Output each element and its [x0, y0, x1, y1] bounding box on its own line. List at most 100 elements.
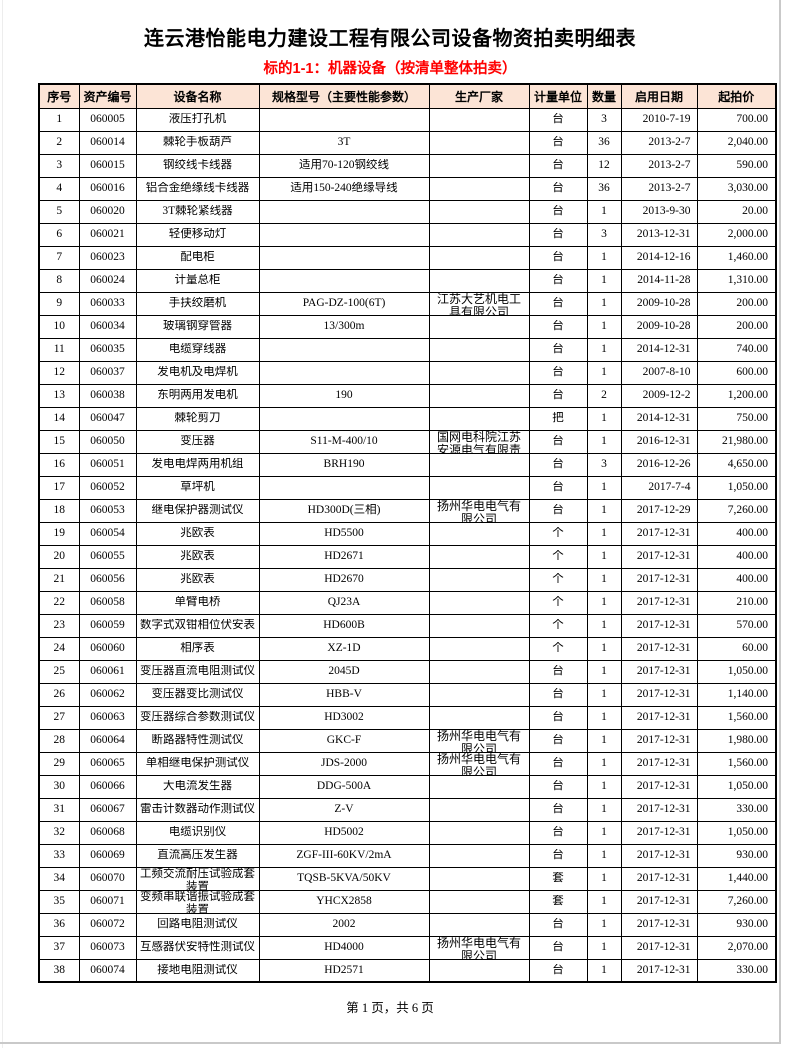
cell-qty: 1 [586, 521, 622, 546]
cell-no: 3 [38, 153, 80, 178]
table-row: 34 060070 工频交流耐压试验成套装置 TQSB-5KVA/50KV 套 1 2017… [38, 866, 777, 891]
cell-name: 钢绞线卡线器 [135, 153, 260, 178]
table-row: 4 060016 铝合金绝缘线卡线器 适用150-240绝缘导线 台 36 2013-2-7… [38, 176, 777, 201]
cell-spec: 3T [258, 130, 430, 155]
cell-date: 2017-12-31 [620, 728, 698, 753]
cell-name: 3T棘轮紧线器 [135, 199, 260, 224]
cell-price: 200.00 [696, 314, 777, 339]
cell-no: 21 [38, 567, 80, 592]
table-row: 28 060064 断路器特性测试仪 GKC-F 扬州华电电气有限公司台 1 2017-12… [38, 728, 777, 753]
cell-no: 29 [38, 751, 80, 776]
cell-name: 草坪机 [135, 475, 260, 500]
table-row: 8 060024 计量总柜 台 1 2014-11-28 1,310.00 [38, 268, 777, 293]
cell-asset: 060066 [78, 774, 137, 799]
auction-table: 序号 资产编号 设备名称 规格型号（主要性能参数） 生产厂家 计量单位 数量 启用日期 起拍价 … [38, 83, 777, 983]
cell-date: 2013-2-7 [620, 130, 698, 155]
cell-date: 2017-12-31 [620, 889, 698, 914]
table-row: 20 060055 兆欧表 HD2671 个 1 2017-12-31 400.00 [38, 544, 777, 569]
cell-unit: 台 [528, 774, 588, 799]
table-header-row: 序号 资产编号 设备名称 规格型号（主要性能参数） 生产厂家 计量单位 数量 启用日期 起拍价 [38, 83, 777, 109]
cell-unit: 台 [528, 751, 588, 776]
table-row: 11 060035 电缆穿线器 台 1 2014-12-31 740.00 [38, 337, 777, 362]
cell-unit: 台 [528, 199, 588, 224]
cell-qty: 1 [586, 360, 622, 385]
cell-spec: 190 [258, 383, 430, 408]
cell-qty: 1 [586, 728, 622, 753]
table-row: 1 060005 液压打孔机 台 3 2010-7-19 700.00 [38, 107, 777, 132]
cell-spec: XZ-1D [258, 636, 430, 661]
cell-qty: 3 [586, 222, 622, 247]
cell-unit: 台 [528, 958, 588, 983]
cell-qty: 1 [586, 705, 622, 730]
cell-no: 15 [38, 429, 80, 454]
cell-price: 3,030.00 [696, 176, 777, 201]
cell-price: 750.00 [696, 406, 777, 431]
cell-price: 1,200.00 [696, 383, 777, 408]
table-row: 23 060059 数字式双钳相位伏安表 HD600B 个 1 2017-12-31 570.… [38, 613, 777, 638]
cell-spec [258, 406, 430, 431]
cell-unit: 个 [528, 613, 588, 638]
table-row: 9 060033 手扶绞磨机 PAG-DZ-100(6T) 江苏大艺机电工具有限公司台 1… [38, 291, 777, 316]
cell-mfr: 江苏大艺机电工具有限公司 [428, 291, 530, 316]
cell-date: 2013-2-7 [620, 176, 698, 201]
cell-qty: 1 [586, 843, 622, 868]
cell-price: 400.00 [696, 544, 777, 569]
cell-spec: HD2671 [258, 544, 430, 569]
cell-date: 2017-12-31 [620, 958, 698, 983]
cell-date: 2014-11-28 [620, 268, 698, 293]
cell-mfr [428, 797, 530, 822]
table-row: 12 060037 发电机及电焊机 台 1 2007-8-10 600.00 [38, 360, 777, 385]
cell-date: 2014-12-16 [620, 245, 698, 270]
cell-name: 发电机及电焊机 [135, 360, 260, 385]
cell-date: 2017-12-31 [620, 659, 698, 684]
cell-mfr [428, 337, 530, 362]
column-header: 启用日期 [620, 83, 698, 109]
cell-date: 2017-7-4 [620, 475, 698, 500]
cell-price: 570.00 [696, 613, 777, 638]
cell-unit: 台 [528, 337, 588, 362]
cell-mfr [428, 820, 530, 845]
cell-qty: 2 [586, 383, 622, 408]
cell-spec [258, 107, 430, 132]
table-row: 36 060072 回路电阻测试仪 2002 台 1 2017-12-31 930.00 [38, 912, 777, 937]
cell-asset: 060033 [78, 291, 137, 316]
cell-spec [258, 245, 430, 270]
cell-unit: 台 [528, 728, 588, 753]
cell-spec: S11-M-400/10 [258, 429, 430, 454]
cell-spec [258, 222, 430, 247]
cell-qty: 1 [586, 314, 622, 339]
cell-mfr [428, 130, 530, 155]
cell-mfr [428, 521, 530, 546]
cell-asset: 060067 [78, 797, 137, 822]
cell-date: 2017-12-31 [620, 912, 698, 937]
column-header: 数量 [586, 83, 622, 109]
cell-spec: TQSB-5KVA/50KV [258, 866, 430, 891]
cell-mfr [428, 360, 530, 385]
cell-spec: HD2571 [258, 958, 430, 983]
cell-name: 铝合金绝缘线卡线器 [135, 176, 260, 201]
cell-no: 5 [38, 199, 80, 224]
table-row: 6 060021 轻便移动灯 台 3 2013-12-31 2,000.00 [38, 222, 777, 247]
cell-spec: HD600B [258, 613, 430, 638]
cell-unit: 台 [528, 153, 588, 178]
cell-name: 手扶绞磨机 [135, 291, 260, 316]
cell-mfr [428, 452, 530, 477]
cell-name: 配电柜 [135, 245, 260, 270]
cell-asset: 060055 [78, 544, 137, 569]
cell-date: 2014-12-31 [620, 406, 698, 431]
cell-date: 2017-12-31 [620, 797, 698, 822]
cell-mfr [428, 107, 530, 132]
cell-no: 37 [38, 935, 80, 960]
cell-price: 2,040.00 [696, 130, 777, 155]
cell-unit: 台 [528, 935, 588, 960]
table-row: 35 060071 变频串联谐振试验成套装置 YHCX2858 套 1 2017-12-31… [38, 889, 777, 914]
cell-name: 变压器直流电阻测试仪 [135, 659, 260, 684]
cell-unit: 台 [528, 659, 588, 684]
table-row: 27 060063 变压器综合参数测试仪 HD3002 台 1 2017-12-31 1,56… [38, 705, 777, 730]
cell-no: 11 [38, 337, 80, 362]
table-row: 37 060073 互感器伏安特性测试仪 HD4000 扬州华电电气有限公司台 1 2017… [38, 935, 777, 960]
cell-price: 1,310.00 [696, 268, 777, 293]
cell-price: 330.00 [696, 797, 777, 822]
cell-spec: 13/300m [258, 314, 430, 339]
cell-unit: 台 [528, 452, 588, 477]
